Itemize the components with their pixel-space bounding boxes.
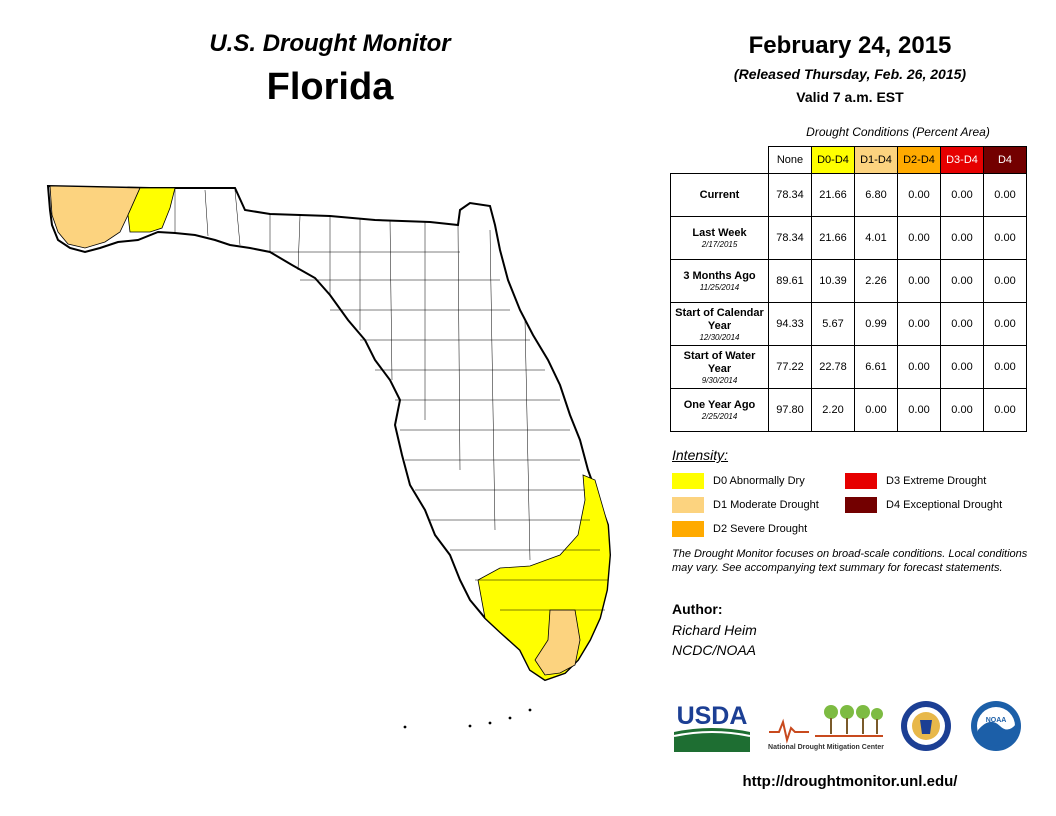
- row-label: Start of Water Year: [683, 349, 756, 375]
- cell: 0.00: [897, 259, 941, 303]
- row-label: 3 Months Ago: [683, 270, 756, 282]
- legend-item-d4: D4 Exceptional Drought: [845, 497, 1002, 513]
- row-label: One Year Ago: [683, 399, 756, 411]
- col-d4: D4: [983, 146, 1027, 174]
- noaa-logo: NOAA: [971, 701, 1021, 751]
- author-info: Richard Heim NCDC/NOAA: [672, 620, 757, 660]
- col-d3-d4: D3-D4: [940, 146, 984, 174]
- cell: 2.20: [811, 388, 855, 432]
- cell: 0.99: [854, 302, 898, 346]
- table-row: 3 Months Ago 11/25/2014 89.61 10.39 2.26 …: [670, 259, 1027, 303]
- legend-item-d1: D1 Moderate Drought: [672, 497, 819, 513]
- disclaimer-note: The Drought Monitor focuses on broad-sca…: [672, 548, 1028, 574]
- cell: 77.22: [768, 345, 812, 389]
- monitor-title: U.S. Drought Monitor: [209, 30, 451, 57]
- col-d1-d4: D1-D4: [854, 146, 898, 174]
- author-org: NCDC/NOAA: [672, 642, 757, 658]
- col-d2-d4: D2-D4: [897, 146, 941, 174]
- swatch: [845, 497, 877, 513]
- svg-text:National Drought Mitigation Ce: National Drought Mitigation Center: [768, 744, 884, 751]
- cell: 0.00: [897, 302, 941, 346]
- cell: 0.00: [897, 388, 941, 432]
- cell: 22.78: [811, 345, 855, 389]
- cell: 0.00: [983, 302, 1027, 346]
- legend-item-d2: D2 Severe Drought: [672, 521, 807, 537]
- intensity-title: Intensity:: [672, 447, 729, 463]
- row-date: 12/30/2014: [699, 332, 740, 342]
- cell: 0.00: [983, 173, 1027, 217]
- swatch: [672, 521, 704, 537]
- svg-text:NOAA: NOAA: [986, 717, 1007, 724]
- cell: 5.67: [811, 302, 855, 346]
- row-date: 9/30/2014: [701, 375, 738, 385]
- state-title: Florida: [266, 66, 394, 108]
- row-date: 11/25/2014: [699, 283, 740, 292]
- cell: 0.00: [983, 259, 1027, 303]
- author-name: Richard Heim: [672, 622, 757, 638]
- table-row: Current 78.34 21.66 6.80 0.00 0.00 0.00: [670, 173, 1027, 217]
- usda-logo: USDA: [673, 702, 751, 752]
- cell: 21.66: [811, 216, 855, 260]
- row-date: 2/25/2014: [701, 412, 738, 421]
- cell: 0.00: [940, 259, 984, 303]
- swatch: [672, 473, 704, 489]
- author-heading: Author:: [672, 601, 723, 617]
- legend-item-d0: D0 Abnormally Dry: [672, 473, 805, 489]
- cell: 10.39: [811, 259, 855, 303]
- cell: 0.00: [983, 388, 1027, 432]
- cell: 4.01: [854, 216, 898, 260]
- col-d0-d4: D0-D4: [811, 146, 855, 174]
- table-title: Drought Conditions (Percent Area): [806, 125, 990, 139]
- valid-time: Valid 7 a.m. EST: [796, 89, 904, 105]
- cell: 2.26: [854, 259, 898, 303]
- website-link[interactable]: http://droughtmonitor.unl.edu/: [742, 773, 958, 790]
- cell: 0.00: [940, 302, 984, 346]
- swatch: [672, 497, 704, 513]
- cell: 0.00: [940, 345, 984, 389]
- cell: 0.00: [854, 388, 898, 432]
- cell: 6.61: [854, 345, 898, 389]
- cell: 97.80: [768, 388, 812, 432]
- table-row: Last Week 2/17/2015 78.34 21.66 4.01 0.00…: [670, 216, 1027, 260]
- cell: 0.00: [983, 216, 1027, 260]
- cell: 0.00: [897, 216, 941, 260]
- map-date: February 24, 2015: [748, 32, 952, 59]
- doc-seal-logo: [901, 701, 951, 751]
- legend-item-d3: D3 Extreme Drought: [845, 473, 986, 489]
- d1-south-area: [534, 609, 581, 676]
- table-row: One Year Ago 2/25/2014 97.80 2.20 0.00 0.…: [670, 388, 1027, 432]
- svg-text:USDA: USDA: [677, 702, 748, 730]
- drought-conditions-table: None D0-D4 D1-D4 D2-D4 D3-D4 D4 Current …: [670, 146, 1027, 432]
- row-label: Last Week: [692, 227, 747, 239]
- cell: 94.33: [768, 302, 812, 346]
- swatch: [845, 473, 877, 489]
- cell: 0.00: [940, 173, 984, 217]
- cell: 0.00: [940, 388, 984, 432]
- cell: 0.00: [983, 345, 1027, 389]
- d0-panhandle-area: [127, 187, 176, 233]
- table-row: Start of Calendar Year 12/30/2014 94.33 5…: [670, 302, 1027, 346]
- cell: 0.00: [940, 216, 984, 260]
- ndmc-logo: National Drought Mitigation Center: [768, 705, 884, 751]
- table-row: Start of Water Year 9/30/2014 77.22 22.78…: [670, 345, 1027, 389]
- row-date: 2/17/2015: [701, 240, 738, 249]
- cell: 21.66: [811, 173, 855, 217]
- cell: 78.34: [768, 173, 812, 217]
- col-none: None: [768, 146, 812, 174]
- row-label: Start of Calendar Year: [675, 306, 764, 332]
- cell: 0.00: [897, 173, 941, 217]
- row-label: Current: [699, 188, 740, 201]
- release-date: (Released Thursday, Feb. 26, 2015): [733, 66, 967, 82]
- cell: 6.80: [854, 173, 898, 217]
- florida-map: [46, 184, 612, 729]
- cell: 89.61: [768, 259, 812, 303]
- cell: 78.34: [768, 216, 812, 260]
- cell: 0.00: [897, 345, 941, 389]
